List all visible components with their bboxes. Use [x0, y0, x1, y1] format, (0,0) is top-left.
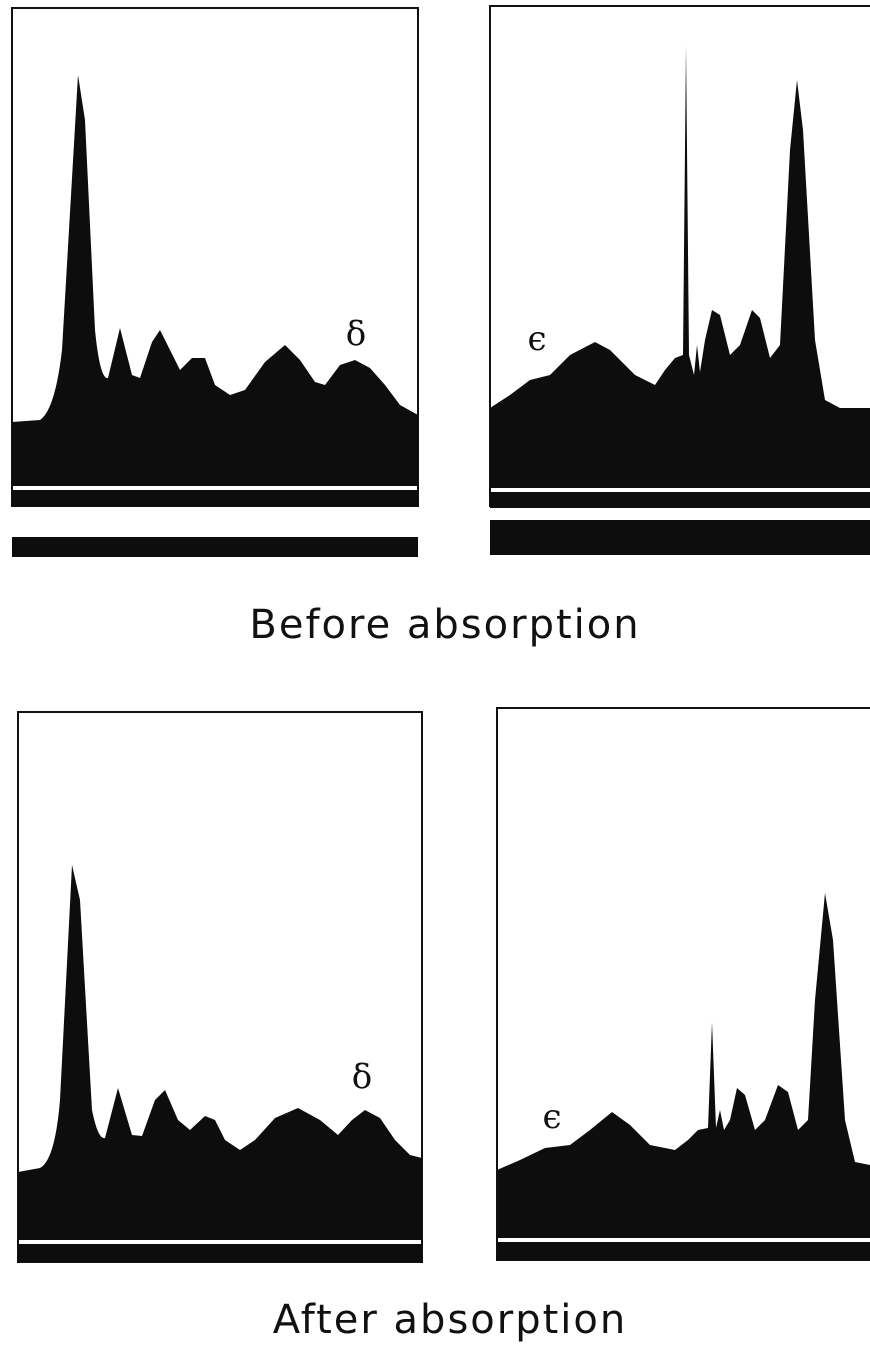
trace	[18, 865, 422, 1240]
trace	[12, 75, 418, 486]
caption: Before absorption	[249, 602, 640, 648]
reference-bar	[12, 537, 418, 557]
peak-label: ϵ	[542, 1097, 561, 1137]
baseline-strip	[12, 490, 418, 506]
baseline-strip	[490, 492, 870, 508]
figure: δ ϵ Before absorption δ ϵ After absorpti…	[0, 0, 870, 1347]
trace	[497, 893, 870, 1238]
trace-panel: δ	[12, 8, 418, 557]
caption: After absorption	[273, 1297, 627, 1343]
trace-panel: ϵ	[497, 708, 870, 1260]
reference-bar	[490, 520, 870, 555]
peak-label: δ	[346, 314, 366, 354]
peak-label: ϵ	[527, 319, 546, 359]
trace-panel: δ	[18, 712, 422, 1262]
trace	[490, 45, 870, 488]
baseline-strip	[18, 1244, 422, 1262]
baseline-strip	[497, 1242, 870, 1260]
trace-panel: ϵ	[490, 6, 870, 555]
peak-label: δ	[352, 1057, 372, 1097]
